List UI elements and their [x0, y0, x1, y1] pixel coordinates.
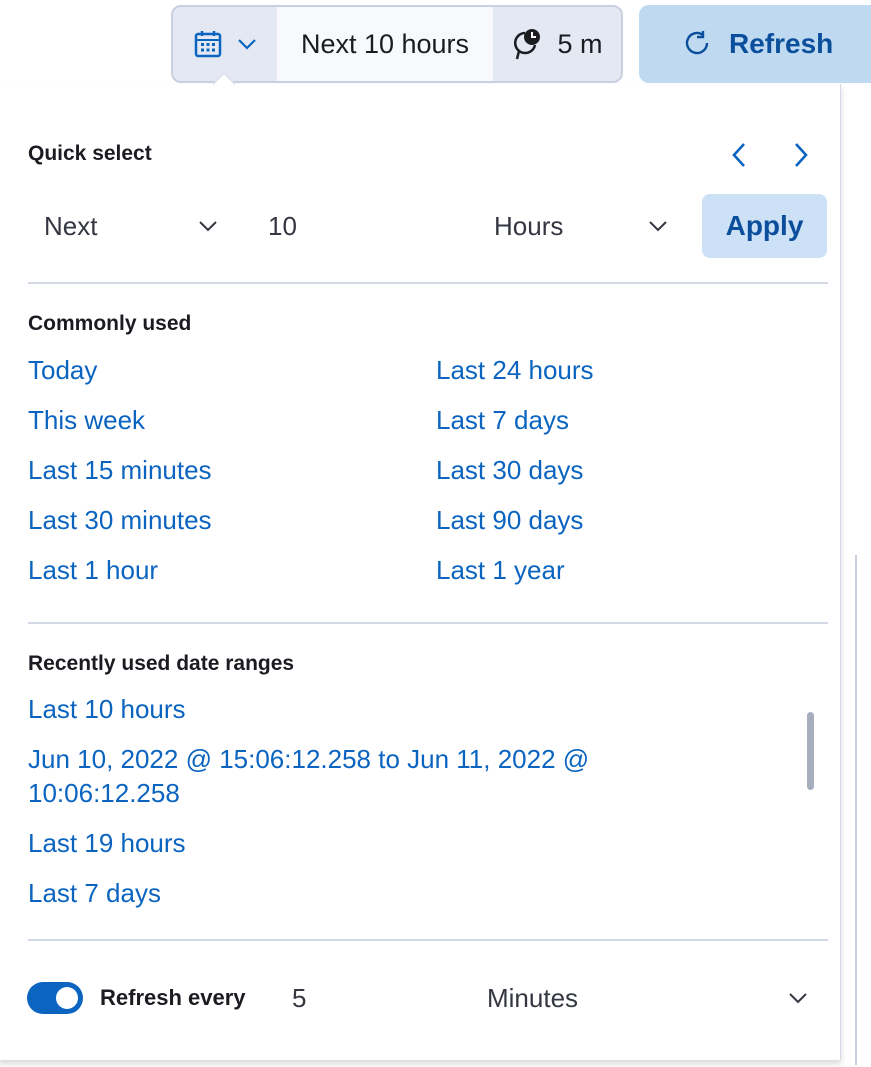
recent-range-link[interactable]: Last 19 hours — [28, 828, 186, 858]
direction-select[interactable]: Next — [28, 194, 228, 258]
refresh-unit-select[interactable]: Minutes — [472, 972, 828, 1024]
refresh-value: 5 — [292, 982, 307, 1013]
commonly-used-link[interactable]: Last 15 minutes — [28, 455, 212, 485]
divider — [28, 282, 828, 284]
commonly-used-link[interactable]: Last 1 hour — [28, 555, 159, 585]
recently-used-section: Recently used date ranges Last 10 hours J… — [28, 652, 828, 926]
commonly-used-link[interactable]: Last 7 days — [436, 405, 569, 435]
recent-range-link[interactable]: Jun 10, 2022 @ 15:06:12.258 to Jun 11, 2… — [28, 744, 590, 808]
divider — [28, 622, 828, 624]
commonly-used-section: Commonly used Today Last 24 hours This wee… — [28, 312, 828, 587]
chevron-down-icon — [238, 39, 256, 50]
chevron-down-icon — [199, 221, 217, 232]
scrollbar[interactable] — [807, 712, 814, 790]
apply-button[interactable]: Apply — [702, 194, 827, 258]
commonly-used-title: Commonly used — [28, 312, 192, 335]
divider — [28, 939, 828, 941]
calendar-icon — [194, 31, 222, 58]
previous-period-icon[interactable] — [730, 142, 748, 168]
commonly-used-link[interactable]: Today — [28, 355, 98, 385]
date-picker-bar: Next 10 hours 5 m — [171, 5, 623, 83]
commonly-used-link[interactable]: Last 24 hours — [436, 355, 594, 385]
commonly-used-link[interactable]: Last 30 minutes — [28, 505, 212, 535]
quick-select-popover — [0, 84, 841, 1060]
refresh-button-label: Refresh — [729, 28, 834, 59]
unit-value: Hours — [494, 210, 564, 241]
date-range-display[interactable]: Next 10 hours — [277, 7, 493, 81]
refresh-unit-value: Minutes — [487, 982, 579, 1013]
recent-range-link[interactable]: Last 10 hours — [28, 694, 186, 724]
quick-menu-button[interactable] — [173, 7, 277, 81]
refresh-interval-input[interactable]: 5 — [278, 972, 458, 1024]
quick-select-title: Quick select — [28, 142, 152, 165]
commonly-used-link[interactable]: Last 30 days — [436, 455, 584, 485]
chevron-down-icon — [789, 993, 807, 1004]
chevron-down-icon — [649, 221, 667, 232]
amount-input[interactable]: 10 — [252, 194, 462, 258]
unit-select[interactable]: Hours — [478, 194, 680, 258]
refresh-interval-label: 5 m — [557, 28, 603, 59]
amount-value: 10 — [268, 210, 297, 241]
refresh-icon — [685, 31, 709, 55]
recent-range-link[interactable]: Last 7 days — [28, 878, 161, 908]
next-period-icon[interactable] — [792, 142, 810, 168]
refresh-button[interactable]: Refresh — [639, 5, 871, 83]
direction-value: Next — [44, 210, 98, 241]
auto-refresh-button[interactable]: 5 m — [493, 7, 621, 81]
recently-used-title: Recently used date ranges — [28, 652, 295, 675]
commonly-used-link[interactable]: This week — [28, 405, 146, 435]
refresh-every-label: Refresh every — [100, 985, 246, 1010]
commonly-used-link[interactable]: Last 90 days — [436, 505, 584, 535]
auto-refresh-toggle[interactable] — [27, 982, 83, 1014]
refresh-time-icon — [514, 29, 541, 60]
commonly-used-link[interactable]: Last 1 year — [436, 555, 565, 585]
background-edge — [855, 555, 871, 1065]
